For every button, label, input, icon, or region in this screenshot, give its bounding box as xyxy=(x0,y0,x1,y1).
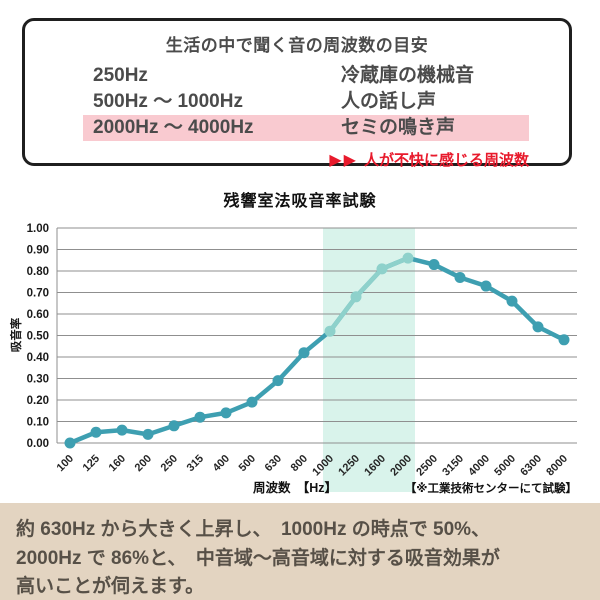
svg-text:3150: 3150 xyxy=(440,453,466,479)
summary-footer: 約 630Hz から大きく上昇し、 1000Hz の時点で 50%、 2000H… xyxy=(0,503,600,600)
svg-text:800: 800 xyxy=(289,453,310,474)
unpleasant-frequency-note: ▶▶ 人が不快に感じる周波数 xyxy=(25,149,529,170)
info-box-title: 生活の中で聞く音の周波数の目安 xyxy=(165,36,429,55)
svg-text:0.20: 0.20 xyxy=(27,395,49,407)
svg-text:400: 400 xyxy=(211,453,232,474)
svg-text:125: 125 xyxy=(81,453,102,474)
svg-text:0.90: 0.90 xyxy=(27,245,49,257)
chart-title: 残響室法吸音率試験 xyxy=(223,193,377,210)
svg-text:0.50: 0.50 xyxy=(27,331,49,343)
svg-text:0.70: 0.70 xyxy=(27,288,49,300)
double-triangle-icon: ▶▶ xyxy=(329,152,358,169)
svg-text:250: 250 xyxy=(159,453,180,474)
y-axis-label: 吸音率 xyxy=(9,317,23,352)
frequency-description: 人の話し声 xyxy=(341,91,437,112)
x-axis-label: 周波数 【Hz】 xyxy=(253,480,337,495)
frequency-row: 250Hz 冷蔵庫の機械音 xyxy=(83,63,529,89)
frequency-info-box: 生活の中で聞く音の周波数の目安 250Hz 冷蔵庫の機械音 500Hz ～ 10… xyxy=(22,18,572,169)
svg-text:2500: 2500 xyxy=(414,453,440,479)
unpleasant-frequency-label: 人が不快に感じる周波数 xyxy=(363,152,529,169)
svg-text:5000: 5000 xyxy=(492,453,518,479)
frequency-description: 冷蔵庫の機械音 xyxy=(341,65,475,86)
svg-text:0.10: 0.10 xyxy=(27,417,49,429)
svg-text:0.80: 0.80 xyxy=(27,266,49,278)
summary-text: 約 630Hz から大きく上昇し、 1000Hz の時点で 50%、 2000H… xyxy=(16,519,500,597)
frequency-range: 500Hz ～ 1000Hz xyxy=(93,91,243,112)
svg-text:0.30: 0.30 xyxy=(27,374,49,386)
svg-text:4000: 4000 xyxy=(466,453,492,479)
svg-text:6300: 6300 xyxy=(518,453,544,479)
svg-text:1.00: 1.00 xyxy=(27,223,49,235)
frequency-rows: 250Hz 冷蔵庫の機械音 500Hz ～ 1000Hz 人の話し声 2000H… xyxy=(83,63,529,141)
frequency-row-highlighted: 2000Hz ～ 4000Hz セミの鳴き声 xyxy=(83,115,529,141)
frequency-range: 250Hz xyxy=(93,65,148,86)
frequency-description: セミの鳴き声 xyxy=(341,117,456,138)
test-center-note: 【※工業技術センターにて試験】 xyxy=(405,481,577,495)
svg-text:0.40: 0.40 xyxy=(27,352,49,364)
svg-text:500: 500 xyxy=(237,453,258,474)
svg-text:100: 100 xyxy=(55,453,76,474)
svg-text:315: 315 xyxy=(185,453,206,474)
svg-text:8000: 8000 xyxy=(544,453,570,479)
svg-text:160: 160 xyxy=(107,453,128,474)
highlight-band xyxy=(323,228,415,492)
svg-text:0.00: 0.00 xyxy=(27,438,49,450)
frequency-range: 2000Hz ～ 4000Hz xyxy=(93,117,254,138)
frequency-row: 500Hz ～ 1000Hz 人の話し声 xyxy=(83,89,529,115)
svg-text:630: 630 xyxy=(263,453,284,474)
svg-text:200: 200 xyxy=(133,453,154,474)
svg-text:0.60: 0.60 xyxy=(27,309,49,321)
absorption-line-chart: 0.00 0.10 0.20 0.30 0.40 0.50 0.60 0.70 0.80 0.90… xyxy=(9,223,577,495)
